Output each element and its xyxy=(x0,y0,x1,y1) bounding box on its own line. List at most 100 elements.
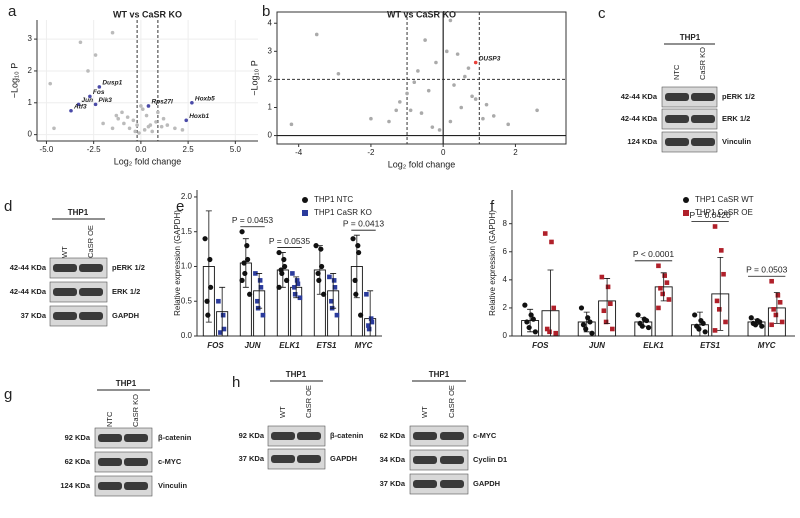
data-point xyxy=(247,291,253,297)
blot-band xyxy=(413,432,437,440)
data-point xyxy=(459,105,464,110)
data-point xyxy=(156,110,160,115)
x-tick-label: 5.0 xyxy=(230,145,242,154)
data-point xyxy=(635,312,641,318)
y-axis-label: Relative expression (GAPDH) xyxy=(173,210,182,316)
data-point xyxy=(352,277,358,283)
data-point xyxy=(52,126,56,131)
legend-label: THP1 CaSR OE xyxy=(695,208,753,217)
data-point xyxy=(542,231,548,236)
blot-frame xyxy=(49,257,108,279)
data-point xyxy=(656,263,661,269)
blot-frame xyxy=(94,475,153,497)
data-point xyxy=(332,285,338,290)
data-point xyxy=(146,124,151,129)
data-point xyxy=(116,116,121,121)
data-point xyxy=(723,319,728,325)
data-point xyxy=(120,110,124,115)
protein-name: pERK 1/2 xyxy=(722,92,755,101)
data-point xyxy=(702,329,708,335)
data-point xyxy=(408,108,413,113)
p-value: P = 0.0503 xyxy=(746,265,787,275)
data-point xyxy=(276,249,282,256)
x-tick-label: -2 xyxy=(367,148,375,157)
data-point xyxy=(241,260,247,266)
blot-frame xyxy=(49,305,108,327)
data-point xyxy=(242,270,248,277)
legend-label: THP1 CaSR KO xyxy=(314,208,372,217)
protein-size: 124 KDa xyxy=(627,137,657,146)
panel-label: g xyxy=(4,386,12,403)
lane-label: CaSR OE xyxy=(304,385,313,418)
error-bar xyxy=(316,245,323,295)
data-point xyxy=(205,312,211,318)
error-bar xyxy=(353,234,360,299)
blot-band xyxy=(413,480,437,488)
y-axis-label: Relative expression (GAPDH) xyxy=(488,210,497,316)
data-point xyxy=(547,329,552,335)
legend-marker xyxy=(302,197,308,203)
error-bar xyxy=(330,273,337,309)
data-point xyxy=(319,263,325,270)
panel-label: b xyxy=(262,3,270,20)
x-tick-label: MYC xyxy=(355,341,373,350)
data-point xyxy=(599,274,605,280)
point-label: Jun xyxy=(82,97,94,104)
protein-name: pERK 1/2 xyxy=(112,263,145,272)
y-tick-label: 2 xyxy=(28,66,33,75)
protein-size: 42-44 KDa xyxy=(10,263,47,272)
data-point xyxy=(779,319,785,325)
p-value: P < 0.0001 xyxy=(633,249,674,259)
x-tick-label: ELK1 xyxy=(279,341,300,350)
point-label: Rps27l xyxy=(151,99,173,106)
data-point xyxy=(696,326,702,332)
data-point xyxy=(470,94,474,99)
data-point xyxy=(526,324,532,331)
y-tick-label: 0 xyxy=(28,130,33,139)
data-point xyxy=(154,120,158,124)
x-tick-label: -4 xyxy=(295,148,303,157)
data-point xyxy=(530,316,536,322)
blot-band xyxy=(440,432,464,440)
data-point xyxy=(656,305,661,311)
y-tick-label: 3 xyxy=(28,34,33,43)
y-tick-label: 3 xyxy=(268,46,273,55)
protein-size: 62 KDa xyxy=(380,431,406,440)
blot-band xyxy=(79,264,103,272)
data-point xyxy=(133,129,138,134)
panel-label: h xyxy=(232,374,240,391)
x-tick-label: MYC xyxy=(758,341,776,350)
protein-name: Cyclin D1 xyxy=(473,455,507,464)
protein-size: 42-44 KDa xyxy=(10,287,47,296)
data-point xyxy=(279,270,285,277)
protein-size: 42-44 KDa xyxy=(621,92,658,101)
data-point xyxy=(664,280,670,285)
data-point xyxy=(137,131,141,135)
data-point xyxy=(423,38,427,42)
data-point xyxy=(318,246,324,252)
y-tick-label: 1 xyxy=(268,103,273,112)
data-point xyxy=(608,301,613,307)
blot-frame xyxy=(409,449,469,471)
lane-label: WT xyxy=(278,406,287,418)
legend-marker xyxy=(683,197,689,203)
error-bar xyxy=(547,269,554,337)
data-point xyxy=(426,88,431,93)
data-point xyxy=(218,330,223,335)
point-label: Fos xyxy=(93,89,105,96)
data-point xyxy=(535,108,539,113)
x-tick-label: 0.0 xyxy=(135,145,147,154)
data-point xyxy=(127,126,132,131)
data-point xyxy=(142,128,147,132)
legend-marker xyxy=(683,210,689,216)
y-axis-label: −Log₁₀ P xyxy=(249,60,259,96)
data-point xyxy=(448,119,453,124)
data-point xyxy=(369,319,375,325)
data-point xyxy=(587,319,593,325)
data-point xyxy=(146,104,151,108)
data-point xyxy=(331,278,337,283)
error-bar xyxy=(753,318,760,326)
data-point xyxy=(605,284,611,290)
blot-frame xyxy=(267,425,326,447)
